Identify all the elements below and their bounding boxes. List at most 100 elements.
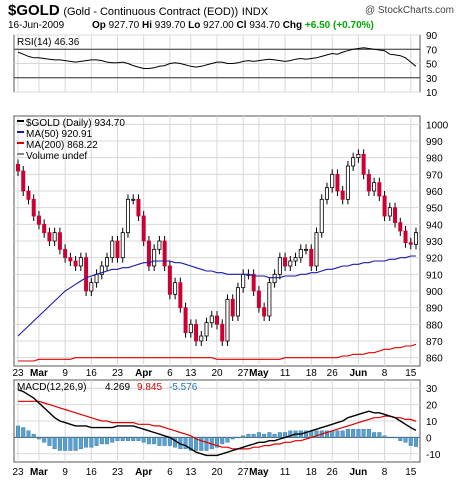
macd-histogram-bar xyxy=(262,433,267,438)
macd-histogram-bar xyxy=(314,430,319,438)
candle-body xyxy=(283,257,288,267)
macd-histogram-bar xyxy=(214,437,219,448)
macd-histogram-bar xyxy=(68,437,73,451)
macd-x-label: 27 xyxy=(238,467,250,478)
candle-body xyxy=(89,282,94,292)
macd-histogram-bar xyxy=(73,437,78,451)
high-label: Hi xyxy=(142,20,152,31)
rsi-tick-label: 70 xyxy=(426,45,438,56)
macd-histogram-bar xyxy=(31,433,36,438)
price-x-label: 18 xyxy=(306,368,318,379)
candle-body xyxy=(194,323,199,342)
macd-line xyxy=(17,389,417,457)
candle-body xyxy=(351,157,356,167)
rsi-tick-label: 30 xyxy=(426,74,438,85)
price-tick-label: 870 xyxy=(426,337,443,348)
macd-histogram-bar xyxy=(272,433,277,438)
macd-x-label: 13 xyxy=(185,467,197,478)
price-tick-label: 1000 xyxy=(426,120,449,131)
macd-signal-line xyxy=(18,400,417,450)
macd-histogram-bar xyxy=(398,437,403,441)
candle-body xyxy=(235,287,240,317)
candle-body xyxy=(298,248,303,259)
macd-histogram-bar xyxy=(42,437,47,443)
macd-histogram-bar xyxy=(78,437,83,450)
price-tick-label: 970 xyxy=(426,170,443,181)
macd-histogram-bar xyxy=(52,437,57,450)
macd-histogram-bar xyxy=(256,432,261,438)
candle-body xyxy=(173,282,178,295)
macd-histogram-bar xyxy=(194,437,199,451)
price-x-label: 27 xyxy=(238,368,250,379)
candle-body xyxy=(324,187,329,200)
open-value: 927.70 xyxy=(108,20,140,31)
price-x-label: 15 xyxy=(405,368,417,379)
candle-body xyxy=(73,260,78,267)
macd-histogram-bar xyxy=(230,437,235,440)
macd-x-label: 26 xyxy=(327,467,339,478)
candle-body xyxy=(330,173,335,189)
macd-x-label: 9 xyxy=(62,467,68,478)
macd-histogram-bar xyxy=(246,433,251,438)
candle-body xyxy=(272,273,277,284)
change-value: +6.50 (+0.70%) xyxy=(304,20,374,31)
price-x-label: 26 xyxy=(327,368,339,379)
price-x-label: 23 xyxy=(12,368,24,379)
candle-body xyxy=(31,198,36,217)
candle-body xyxy=(288,260,293,267)
candle-body xyxy=(345,165,350,200)
candle-body xyxy=(21,170,26,192)
candle-body xyxy=(84,257,89,292)
macd-histogram-bar xyxy=(26,430,31,438)
rsi-tick-label: 90 xyxy=(426,31,438,42)
macd-x-label: 11 xyxy=(280,467,291,478)
macd-histogram-bar xyxy=(188,437,193,451)
price-legend-swatch xyxy=(17,142,24,144)
candle-body xyxy=(335,173,340,192)
candle-body xyxy=(110,240,115,259)
macd-histogram-bar xyxy=(84,437,89,448)
candle-body xyxy=(319,198,324,234)
macd-histogram-bar xyxy=(47,437,52,446)
symbol: $GOLD xyxy=(8,2,60,19)
candle-body xyxy=(15,163,20,172)
macd-histogram-bar xyxy=(63,437,68,451)
macd-histogram-bar xyxy=(403,437,408,443)
macd-histogram-bar xyxy=(408,437,413,446)
price-tick-label: 890 xyxy=(426,304,443,315)
price-tick-label: 990 xyxy=(426,137,443,148)
macd-histogram-bar xyxy=(120,437,125,441)
candle-body xyxy=(277,257,282,275)
macd-histogram-bar xyxy=(131,437,136,441)
macd-histogram-bar xyxy=(89,437,94,448)
macd-tick-label: 0 xyxy=(426,433,432,444)
candle-body xyxy=(361,153,366,175)
chart-title-line: $GOLD (Gold - Continuous Contract (EOD))… xyxy=(8,2,268,19)
candle-body xyxy=(36,215,41,225)
price-tick-label: 960 xyxy=(426,187,443,198)
candle-body xyxy=(403,230,408,244)
macd-histogram-bar xyxy=(225,437,230,443)
macd-histogram-bar xyxy=(356,429,361,438)
candle-body xyxy=(251,273,256,292)
macd-histogram-bar xyxy=(125,437,130,441)
rsi-line xyxy=(17,47,417,69)
candle-body xyxy=(125,198,130,234)
macd-histogram-bar xyxy=(105,437,110,445)
macd-histogram-bar xyxy=(199,437,204,451)
macd-x-label: 8 xyxy=(382,467,388,478)
candle-body xyxy=(146,240,151,267)
macd-histogram-bar xyxy=(36,437,41,440)
macd-histogram-bar xyxy=(99,437,104,445)
macd-x-label: Jun xyxy=(350,467,368,478)
macd-x-label: 16 xyxy=(86,467,98,478)
macd-histogram-bar xyxy=(340,430,345,438)
price-x-label: Jun xyxy=(350,368,368,379)
macd-histogram-bar xyxy=(382,435,387,438)
price-tick-label: 900 xyxy=(426,287,443,298)
candle-body xyxy=(78,257,83,267)
candle-body xyxy=(267,282,272,317)
candle-body xyxy=(214,315,219,325)
candle-body xyxy=(372,182,377,192)
